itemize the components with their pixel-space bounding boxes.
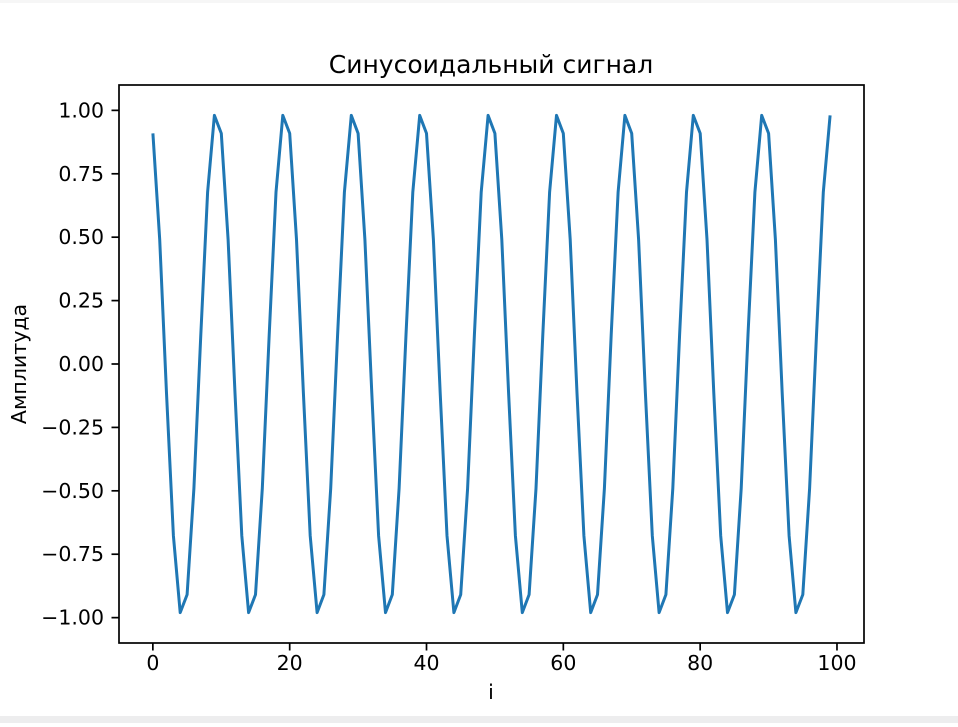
y-tick-label: 0.75 bbox=[58, 162, 104, 186]
x-tick-label: 60 bbox=[550, 651, 576, 675]
x-tick-label: 40 bbox=[413, 651, 439, 675]
y-tick-label: −1.00 bbox=[41, 606, 104, 630]
plot-area bbox=[118, 84, 865, 644]
y-tick-label: −0.75 bbox=[41, 542, 104, 566]
top-edge-strip bbox=[0, 0, 958, 3]
y-tick-label: −0.50 bbox=[41, 479, 104, 503]
y-axis-label: Амплитуда bbox=[7, 304, 31, 424]
sine-wave-line bbox=[151, 113, 832, 615]
bottom-edge-strip bbox=[0, 716, 958, 723]
y-tick-label: 0.00 bbox=[58, 352, 104, 376]
x-tick-label: 100 bbox=[817, 651, 856, 675]
x-tick-label: 80 bbox=[687, 651, 713, 675]
x-tick-label: 0 bbox=[146, 651, 159, 675]
x-tick-label: 20 bbox=[277, 651, 303, 675]
y-tick-label: 0.50 bbox=[58, 225, 104, 249]
x-axis-label: i bbox=[488, 680, 494, 704]
y-tick-label: 0.25 bbox=[58, 289, 104, 313]
x-axis-ticks: 0 20 40 60 80 100 bbox=[146, 643, 857, 675]
y-axis-ticks: 1.00 0.75 0.50 0.25 0.00 −0.25 −0.50 −0.75 −1.00 bbox=[41, 98, 119, 630]
chart-title: Синусоидальный сигнал bbox=[329, 50, 654, 79]
y-tick-label: −0.25 bbox=[41, 415, 104, 439]
y-tick-label: 1.00 bbox=[58, 98, 104, 122]
